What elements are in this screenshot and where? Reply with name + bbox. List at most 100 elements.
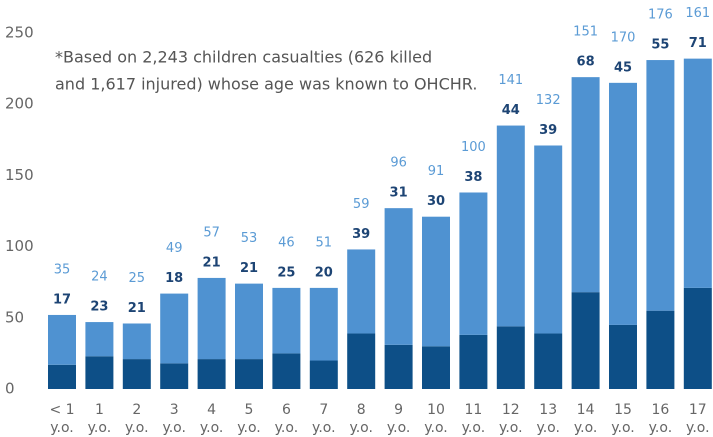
bar-segment [347,249,376,334]
bar-segment [422,216,450,347]
data-label: 35 [54,262,71,277]
bar-segment [496,326,525,389]
x-tick-label: 17 [689,402,707,418]
bar-segment [683,58,712,288]
bar-segment [384,344,413,389]
data-label: 21 [128,301,146,316]
y-tick-label: 200 [5,95,34,113]
data-label: 170 [611,30,636,45]
y-tick-label: 0 [5,380,15,398]
data-label: 39 [539,123,557,138]
x-tick-suffix: y.o. [536,420,560,436]
x-tick-suffix: y.o. [125,420,149,436]
x-tick-label: 4 [207,402,216,418]
data-label: 30 [427,194,445,209]
x-tick-label: 13 [539,402,557,418]
bar-segment [459,334,488,389]
data-label: 31 [390,186,408,201]
x-tick-label: 6 [282,402,291,418]
data-label: 53 [241,231,258,246]
x-tick-label: 11 [464,402,482,418]
data-label: 45 [614,60,632,75]
x-tick-suffix: y.o. [499,420,523,436]
x-tick-suffix: y.o. [462,420,486,436]
bar-segment [235,283,263,360]
bar-segment [85,322,114,357]
data-label: 57 [203,225,220,240]
x-tick-label: 2 [132,402,141,418]
data-label: 21 [240,261,258,276]
x-tick-label: 12 [502,402,520,418]
bar-segment [646,310,675,389]
bar-segment [48,314,76,365]
bar-segment [534,145,563,334]
data-label: 71 [689,36,707,51]
data-label: 68 [577,55,595,70]
bar-segment [571,77,600,293]
data-label: 91 [428,164,445,179]
x-tick-label: 14 [577,402,595,418]
bar-segment [197,359,226,389]
x-tick-suffix: y.o. [387,420,411,436]
x-tick-label: 1 [95,402,104,418]
x-tick-suffix: y.o. [611,420,635,436]
data-label: 25 [277,265,295,280]
data-label: 46 [278,235,295,250]
y-tick-label: 250 [5,24,34,42]
bar-segment [496,125,525,327]
bar-segment [459,192,488,335]
data-label: 44 [502,103,520,118]
x-tick-suffix: y.o. [574,420,598,436]
x-tick-suffix: y.o. [349,420,373,436]
bar-segment [609,324,637,389]
x-tick-label: 15 [614,402,632,418]
y-tick-label: 50 [5,308,24,326]
bar-segment [160,293,189,364]
x-tick-label: 3 [170,402,179,418]
bar-segment [309,287,338,361]
bar-segment [197,277,226,360]
bar-segment [85,356,114,389]
data-label: 21 [203,255,221,270]
bar-segment [272,287,301,354]
annotation: *Based on 2,243 children casualties (626… [55,48,432,67]
x-tick-suffix: y.o. [50,420,74,436]
bar-segment [609,82,637,325]
bar-segment [122,323,151,360]
bar-segment [160,363,189,389]
x-tick-suffix: y.o. [686,420,710,436]
x-tick-suffix: y.o. [237,420,261,436]
data-label: 23 [90,300,108,315]
x-tick-suffix: y.o. [200,420,224,436]
y-tick-label: 150 [5,166,34,184]
data-label: 20 [315,265,333,280]
bar-segment [235,359,263,389]
data-label: 49 [166,241,183,256]
x-tick-suffix: y.o. [88,420,112,436]
x-tick-label: 9 [394,402,403,418]
bar-segment [272,353,301,389]
x-tick-label: 7 [319,402,328,418]
x-tick-label: < 1 [49,402,74,418]
x-tick-suffix: y.o. [275,420,299,436]
data-label: 25 [129,271,146,286]
data-label: 132 [536,93,561,108]
data-label: 55 [651,38,669,53]
data-label: 17 [53,292,71,307]
data-label: 38 [464,170,482,185]
data-label: 176 [648,8,673,23]
bar-segment [571,292,600,389]
x-tick-label: 16 [651,402,669,418]
bar-segment [347,333,376,389]
bar-segment [309,360,338,389]
data-label: 51 [316,235,333,250]
x-tick-label: 5 [245,402,254,418]
y-tick-label: 100 [5,237,34,255]
bar-segment [646,60,675,311]
data-label: 161 [685,6,710,21]
bar-segment [122,359,151,389]
data-label: 96 [390,156,407,171]
x-tick-label: 8 [357,402,366,418]
bar-segment [534,333,563,389]
